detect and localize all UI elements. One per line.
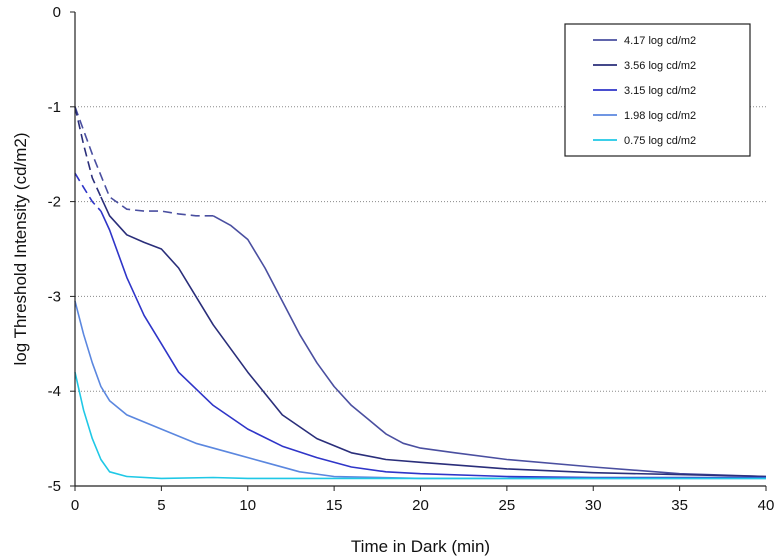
x-tick-label: 0 bbox=[71, 497, 79, 514]
gridlines bbox=[75, 106, 766, 392]
y-tick-label: -4 bbox=[48, 383, 61, 400]
y-tick-label: -1 bbox=[48, 99, 61, 116]
y-tick-label: 0 bbox=[53, 4, 61, 21]
x-tick-label: 40 bbox=[758, 497, 775, 514]
axes bbox=[70, 11, 767, 491]
tick-labels: 0 5 10 15 20 25 30 35 40 0 -1 -2 -3 -4 -5 bbox=[48, 4, 775, 514]
x-tick-label: 25 bbox=[499, 497, 516, 514]
legend-entry-3: 1.98 log cd/m2 bbox=[624, 110, 696, 122]
legend-entry-4: 0.75 log cd/m2 bbox=[624, 135, 696, 147]
legend-entry-0: 4.17 log cd/m2 bbox=[624, 35, 696, 47]
x-tick-label: 30 bbox=[585, 497, 602, 514]
x-tick-label: 20 bbox=[412, 497, 429, 514]
x-axis-label: Time in Dark (min) bbox=[351, 537, 490, 556]
x-tick-label: 5 bbox=[157, 497, 165, 514]
series-dashed-line-1 bbox=[74, 106, 102, 198]
series-layer bbox=[74, 106, 767, 480]
legend: 4.17 log cd/m2 3.56 log cd/m2 3.15 log cd/… bbox=[564, 23, 751, 157]
y-tick-label: -5 bbox=[48, 478, 61, 495]
x-tick-label: 15 bbox=[326, 497, 343, 514]
y-tick-label: -2 bbox=[48, 194, 61, 211]
x-tick-label: 35 bbox=[671, 497, 688, 514]
series-line-1 bbox=[100, 196, 767, 478]
series-dashed-line-2 bbox=[74, 172, 102, 212]
series-line-2 bbox=[100, 210, 766, 479]
y-tick-label: -3 bbox=[48, 288, 61, 305]
x-tick-label: 10 bbox=[239, 497, 256, 514]
y-axis-label: log Threshold Intensity (cd/m2) bbox=[11, 132, 30, 365]
series-line-4 bbox=[74, 372, 766, 480]
legend-entry-2: 3.15 log cd/m2 bbox=[624, 85, 696, 97]
series-line-0 bbox=[212, 215, 767, 478]
legend-entry-1: 3.56 log cd/m2 bbox=[624, 60, 696, 72]
